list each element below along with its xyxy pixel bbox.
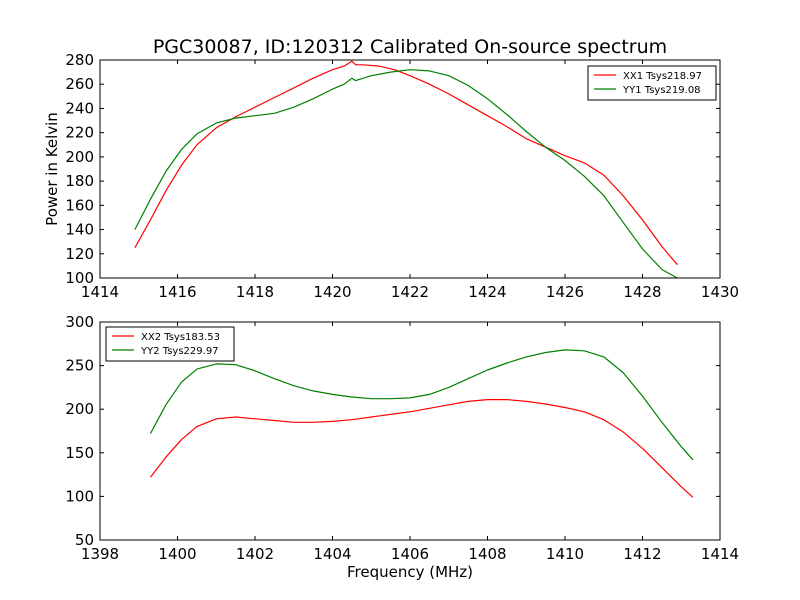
y-tick-label: 200 <box>65 148 94 166</box>
x-tick-label: 1418 <box>236 283 274 301</box>
x-tick-label: 1426 <box>546 283 584 301</box>
x-tick-label: 1420 <box>313 283 351 301</box>
legend: XX2 Tsys183.53 YY2 Tsys229.97 <box>105 326 235 362</box>
y-tick-label: 250 <box>65 357 94 375</box>
top-spectrum-panel: 1414 1416 1418 1420 1422 1424 1426 1428 1430 100 1… <box>43 51 739 301</box>
legend-entry-label: XX2 Tsys183.53 <box>141 332 220 343</box>
y-tick-label: 120 <box>65 245 94 263</box>
x-tick-label: 1414 <box>81 283 119 301</box>
x-tick-label: 1428 <box>623 283 661 301</box>
x-tick-label: 1400 <box>158 545 196 563</box>
y-tick-label: 100 <box>65 269 94 287</box>
legend-box <box>587 65 717 101</box>
legend-box <box>105 326 235 362</box>
series-line-2-2 <box>149 349 694 461</box>
y-tick-label: 200 <box>65 400 94 418</box>
x-tick-label: 1430 <box>701 283 739 301</box>
y-tick-label: 50 <box>75 531 94 549</box>
y-tick-label: 300 <box>65 313 94 331</box>
x-tick-label: 1412 <box>623 545 661 563</box>
x-tick-label: 1408 <box>468 545 506 563</box>
x-axis-label: Frequency (MHz) <box>347 563 473 581</box>
y-tick-label: 160 <box>65 196 94 214</box>
x-tick-label: 1422 <box>391 283 429 301</box>
figure-title: PGC30087, ID:120312 Calibrated On-source… <box>153 36 667 58</box>
y-tick-label: 260 <box>65 75 94 93</box>
legend-entry-label: YY2 Tsys229.97 <box>140 346 219 357</box>
legend-entry-label: XX1 Tsys218.97 <box>623 71 702 82</box>
y-tick-label: 150 <box>65 444 94 462</box>
y-tick-label: 280 <box>65 51 94 69</box>
series-line-1-1 <box>134 60 678 266</box>
x-tick-label: 1398 <box>81 545 119 563</box>
y-tick-label: 100 <box>65 487 94 505</box>
y-axis-label: Power in Kelvin <box>43 112 61 226</box>
y-tick-label: 240 <box>65 99 94 117</box>
x-tick-label: 1424 <box>468 283 506 301</box>
x-tick-label: 1414 <box>701 545 739 563</box>
legend-entry-label: YY1 Tsys219.08 <box>622 85 701 96</box>
y-tick-label: 140 <box>65 221 94 239</box>
series-line-2-1 <box>149 399 694 498</box>
legend: XX1 Tsys218.97 YY1 Tsys219.08 <box>587 65 717 101</box>
bottom-spectrum-panel: 1398 1400 1402 1404 1406 1408 1410 1412 1414 50 10… <box>65 313 739 563</box>
x-tick-label: 1410 <box>546 545 584 563</box>
x-tick-label: 1406 <box>391 545 429 563</box>
x-tick-label: 1402 <box>236 545 274 563</box>
y-tick-label: 180 <box>65 172 94 190</box>
y-tick-label: 220 <box>65 124 94 142</box>
series-line-1-2 <box>134 69 678 278</box>
x-tick-label: 1416 <box>158 283 196 301</box>
x-tick-label: 1404 <box>313 545 351 563</box>
